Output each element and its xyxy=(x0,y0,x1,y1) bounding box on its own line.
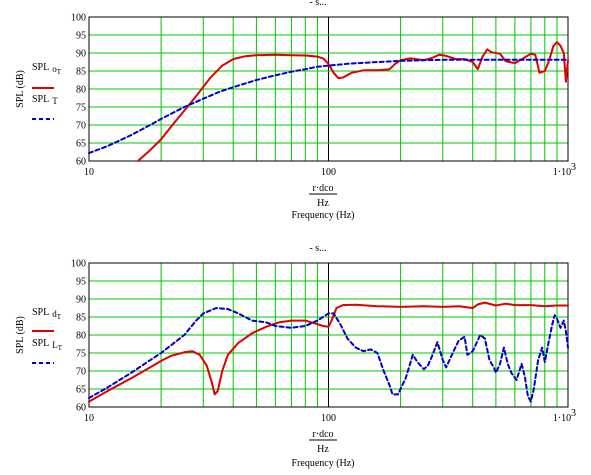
series-line-1 xyxy=(88,301,569,403)
y-tick-label: 75 xyxy=(76,349,86,360)
y-tick-label: 70 xyxy=(76,121,86,132)
chart-title: - s... xyxy=(309,243,326,254)
legend-entry-2: SPL T xyxy=(32,94,58,120)
legend-label: SPL oT xyxy=(32,62,62,76)
grid-lines xyxy=(89,263,568,407)
plot-frame xyxy=(88,16,569,162)
y-tick-label: 85 xyxy=(76,313,86,324)
y-tick-label: 100 xyxy=(71,259,86,270)
y-tick-label: 65 xyxy=(76,139,86,150)
x-label-line-3: Frequency (Hz) xyxy=(291,210,354,221)
x-label-line-2: Hz xyxy=(317,198,329,209)
y-axis-label: SPL (dB) xyxy=(15,70,26,108)
x-label-line-2: Hz xyxy=(317,444,329,455)
x-tick-label: 100 xyxy=(321,167,336,178)
x-label-line-3: Frequency (Hz) xyxy=(291,458,354,469)
x-label-line-1: r·dco xyxy=(312,183,333,194)
y-tick-label: 65 xyxy=(76,385,86,396)
x-tick-label: 100 xyxy=(321,413,336,424)
chart-title: - s... xyxy=(309,0,326,8)
legend-label: SPL LT xyxy=(32,338,63,352)
y-tick-label: 75 xyxy=(76,103,86,114)
grid-lines xyxy=(89,17,568,161)
legend-entry-1: SPL oT xyxy=(32,62,62,89)
y-tick-label: 80 xyxy=(76,331,86,342)
y-tick-label: 60 xyxy=(76,403,86,414)
x-tick-label: 1·10 xyxy=(553,167,571,178)
y-tick-label: 70 xyxy=(76,367,86,378)
x-axis-label: r·dco Hz Frequency (Hz) xyxy=(291,429,354,469)
legend-entry-2: SPL LT xyxy=(32,338,63,364)
series-line-2 xyxy=(88,58,569,155)
x-tick-label: 1·10 xyxy=(553,413,571,424)
y-tick-label: 100 xyxy=(71,13,86,24)
x-label-line-1: r·dco xyxy=(312,429,333,440)
legend-label: SPL dT xyxy=(32,307,62,321)
x-tick-label: 10 xyxy=(84,167,94,178)
y-tick-label: 60 xyxy=(76,157,86,168)
legend-label: SPL T xyxy=(32,94,58,106)
x-tick-label: 10 xyxy=(84,413,94,424)
y-tick-label: 90 xyxy=(76,49,86,60)
chart-2: - s... 60 65 70 75 80 85 90 95 100 10 100 1·10 3 SPL (… xyxy=(15,243,576,469)
y-axis-label: SPL (dB) xyxy=(15,316,26,354)
plot-frame xyxy=(88,262,569,408)
y-tick-label: 95 xyxy=(76,277,86,288)
chart-1: - s... 60 65 70 75 80 85 90 95 100 10 100 1·10 3 SPL (… xyxy=(15,0,576,221)
x-tick-exponent: 3 xyxy=(571,408,576,419)
series-line-2 xyxy=(88,307,569,403)
y-tick-label: 80 xyxy=(76,85,86,96)
y-tick-label: 85 xyxy=(76,67,86,78)
legend-entry-1: SPL dT xyxy=(32,307,62,332)
x-tick-exponent: 3 xyxy=(571,162,576,173)
y-tick-label: 95 xyxy=(76,31,86,42)
y-tick-label: 90 xyxy=(76,295,86,306)
